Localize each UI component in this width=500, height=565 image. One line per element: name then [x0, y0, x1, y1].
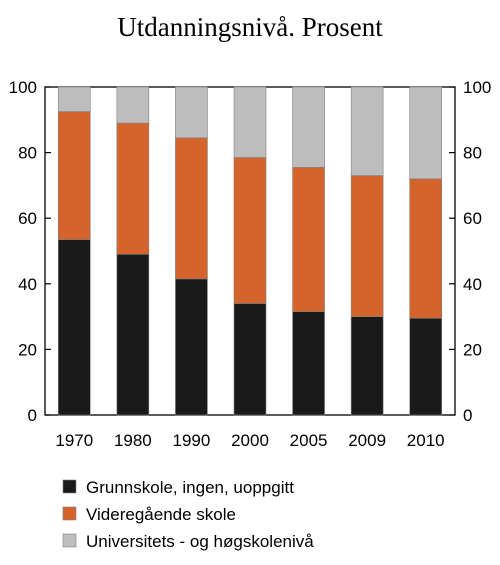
y-tick-label-left: 40	[18, 275, 37, 294]
x-tick-label: 2000	[231, 431, 269, 450]
y-tick-label-right: 20	[463, 340, 482, 359]
bar-1990-series-3	[175, 86, 208, 139]
x-tick-label: 1980	[114, 431, 152, 450]
legend-swatch-1	[62, 479, 77, 494]
bar-1990-series-1	[175, 278, 208, 416]
bar-2009-series-1	[350, 316, 384, 416]
legend-label-3: Universitets - og høgskolenivå	[86, 532, 314, 551]
bar-1990-series-2	[175, 137, 208, 280]
bar-2010-series-1	[409, 317, 443, 416]
bar-2000-series-1	[233, 303, 267, 416]
y-tick-label-left: 0	[28, 406, 37, 425]
bar-1970-series-1	[57, 239, 91, 416]
bar-2005-series-3	[292, 86, 325, 168]
x-tick-label: 2010	[407, 431, 445, 450]
x-tick-label: 2009	[348, 431, 386, 450]
x-tick-label: 1990	[173, 431, 211, 450]
y-tick-label-right: 60	[463, 209, 482, 228]
legend-label-1: Grunnskole, ingen, uoppgitt	[86, 478, 294, 497]
legend: Grunnskole, ingen, uoppgitt Videregående …	[62, 478, 314, 551]
y-tick-label-left: 80	[18, 144, 37, 163]
y-tick-label-right: 100	[463, 78, 491, 97]
bar-2010-series-3	[409, 86, 443, 180]
y-tick-label-left: 60	[18, 209, 37, 228]
bar-2009-series-2	[350, 175, 384, 317]
plot-area: 0 0 20 20 40 40 60 60 80 80 100 100 1970 1980 1990 2000…	[9, 78, 492, 450]
x-tick-label: 2005	[290, 431, 328, 450]
y-tick-label-right: 80	[463, 144, 482, 163]
bar-1970-series-3	[57, 86, 91, 112]
legend-swatch-3	[62, 533, 77, 548]
y-tick-label-left: 100	[9, 78, 37, 97]
bar-2005-series-2	[292, 167, 325, 312]
bar-2010-series-2	[409, 178, 443, 319]
bar-2005-series-1	[292, 311, 325, 416]
y-tick-label-left: 20	[18, 340, 37, 359]
legend-swatch-2	[62, 506, 77, 521]
chart-title: Utdanningsnivå. Prosent	[117, 12, 383, 42]
bar-1970-series-2	[57, 111, 91, 240]
bar-2000-series-2	[233, 157, 267, 304]
bar-2009-series-3	[350, 86, 384, 176]
bar-1980-series-1	[116, 253, 150, 416]
bar-1980-series-3	[116, 86, 150, 124]
x-tick-label: 1970	[55, 431, 93, 450]
bar-1980-series-2	[116, 122, 150, 255]
y-tick-label-right: 0	[463, 406, 472, 425]
legend-label-2: Videregående skole	[86, 505, 236, 524]
bar-2000-series-3	[233, 86, 267, 158]
y-tick-label-right: 40	[463, 275, 482, 294]
